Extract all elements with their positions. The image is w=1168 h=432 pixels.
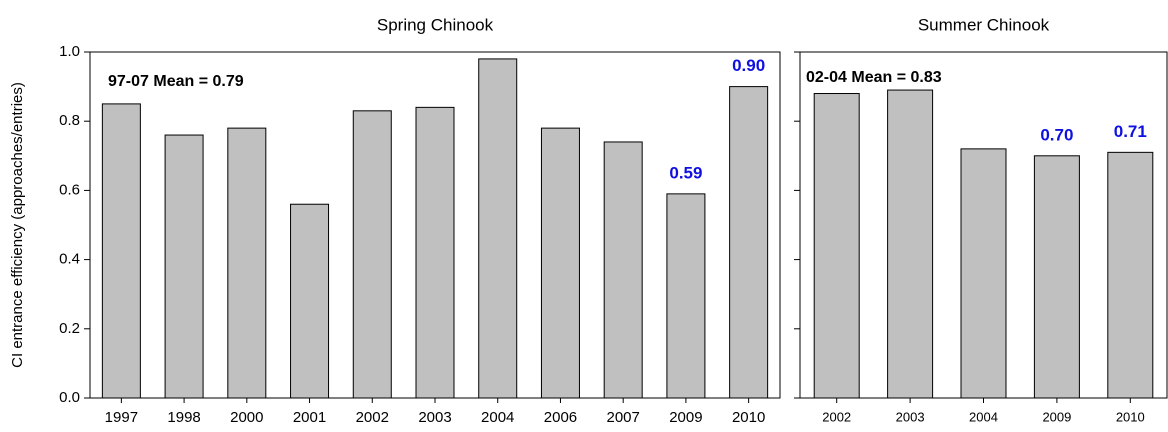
annotation: 97-07 Mean = 0.79 xyxy=(108,73,244,90)
bar xyxy=(352,110,392,399)
bar xyxy=(813,93,860,399)
y-tick-label: 0.2 xyxy=(59,320,80,337)
x-tick-label: 1998 xyxy=(167,409,200,426)
bar xyxy=(415,106,455,399)
plot-frame xyxy=(89,51,781,399)
annotation: 02-04 Mean = 0.83 xyxy=(806,69,942,86)
x-tick-label: 2002 xyxy=(356,409,389,426)
y-tick-label: 0.4 xyxy=(59,251,80,268)
bar xyxy=(1107,151,1154,399)
x-tick-label: 2010 xyxy=(732,409,765,426)
bar xyxy=(603,141,643,399)
bar xyxy=(101,103,141,399)
y-tick-label: 0.0 xyxy=(59,389,80,406)
plot-frame xyxy=(799,51,1168,399)
bar xyxy=(478,58,518,399)
x-tick-label: 2007 xyxy=(606,409,639,426)
x-tick-label: 2010 xyxy=(1116,409,1145,424)
x-tick-label: 1997 xyxy=(105,409,138,426)
chart-title: Spring Chinook xyxy=(377,15,494,34)
x-tick-label: 2004 xyxy=(969,409,998,424)
bar xyxy=(666,193,706,399)
x-tick-label: 2006 xyxy=(544,409,577,426)
chart-title: Summer Chinook xyxy=(918,15,1050,34)
y-tick-label: 0.8 xyxy=(59,112,80,129)
value-label: 0.59 xyxy=(669,163,702,182)
bar xyxy=(540,127,580,399)
y-axis-label: CI entrance efficiency (approaches/entri… xyxy=(9,82,26,368)
bar xyxy=(887,89,934,399)
value-label: 0.90 xyxy=(732,56,765,75)
x-tick-label: 2002 xyxy=(822,409,851,424)
bar xyxy=(1033,155,1080,399)
x-tick-label: 2009 xyxy=(1042,409,1071,424)
bar xyxy=(729,86,769,399)
y-tick-label: 1.0 xyxy=(59,43,80,60)
y-tick-label: 0.6 xyxy=(59,181,80,198)
bar xyxy=(290,203,330,399)
value-label: 0.70 xyxy=(1040,125,1073,144)
x-tick-label: 2004 xyxy=(481,409,514,426)
x-tick-label: 2001 xyxy=(293,409,326,426)
x-tick-label: 2003 xyxy=(418,409,451,426)
value-label: 0.71 xyxy=(1114,122,1147,141)
bar xyxy=(960,148,1007,399)
x-tick-label: 2009 xyxy=(669,409,702,426)
x-tick-label: 2003 xyxy=(896,409,925,424)
x-tick-label: 2000 xyxy=(230,409,263,426)
bar xyxy=(164,134,204,399)
bar xyxy=(227,127,267,399)
